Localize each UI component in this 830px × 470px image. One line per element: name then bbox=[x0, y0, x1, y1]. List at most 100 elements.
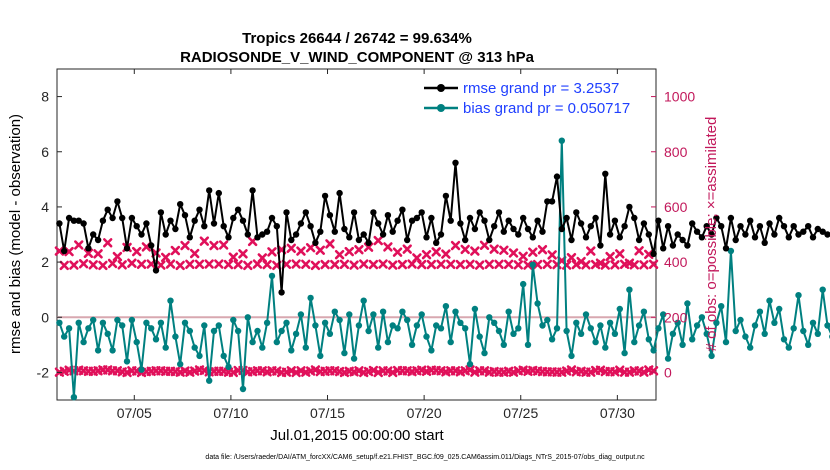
x-axis-label: Jul.01,2015 00:00:00 start bbox=[270, 427, 444, 444]
obs_possible-point bbox=[78, 259, 89, 269]
bias-point bbox=[722, 338, 730, 346]
rmse-point bbox=[148, 242, 155, 249]
bias-point bbox=[404, 316, 411, 324]
bias-point bbox=[732, 327, 739, 335]
bias-point bbox=[321, 319, 329, 326]
rmse-point bbox=[331, 228, 338, 235]
bias-point bbox=[795, 292, 802, 299]
obs_possible-point bbox=[54, 246, 65, 256]
obs_possible-point bbox=[532, 259, 543, 270]
rmse-point bbox=[123, 245, 131, 252]
bias-point bbox=[394, 325, 401, 332]
bias-point bbox=[534, 300, 541, 307]
bias-point bbox=[423, 333, 430, 340]
bias-point bbox=[548, 336, 556, 343]
obs_possible-point bbox=[305, 243, 316, 253]
rmse-point bbox=[698, 234, 706, 241]
rmse-point bbox=[611, 217, 619, 224]
bias-point bbox=[428, 347, 435, 354]
rmse-point bbox=[360, 231, 367, 238]
rmse-point bbox=[447, 217, 454, 224]
rmse-point bbox=[558, 225, 565, 233]
rmse-point bbox=[732, 236, 739, 244]
obs_possible-point bbox=[605, 251, 615, 262]
x-tick-label: 07/05 bbox=[117, 405, 152, 421]
obs_possible-point bbox=[460, 244, 470, 255]
rmse-point bbox=[408, 217, 416, 224]
rmse-point bbox=[370, 209, 377, 216]
bias-point bbox=[698, 314, 706, 321]
obs_possible-point bbox=[600, 260, 610, 270]
bias-point bbox=[558, 137, 565, 144]
bias-point bbox=[520, 280, 527, 288]
rmse-point bbox=[263, 228, 271, 235]
bias-point bbox=[375, 344, 382, 351]
bias-point bbox=[268, 272, 276, 280]
obs_possible-point bbox=[165, 259, 176, 269]
bias-point bbox=[805, 341, 812, 348]
bias-point bbox=[602, 344, 609, 351]
bias-point bbox=[244, 314, 251, 321]
rmse-point bbox=[80, 220, 87, 227]
bias-point bbox=[462, 325, 469, 332]
bias-point bbox=[568, 352, 575, 360]
obs_possible-point bbox=[286, 243, 296, 253]
rmse-point bbox=[283, 209, 290, 216]
obs_possible-point bbox=[639, 260, 649, 270]
obs_possible-point bbox=[59, 260, 69, 271]
bias-point bbox=[157, 319, 165, 326]
bias-point bbox=[747, 344, 754, 351]
legend: rmse grand pr = 3.2537 bias grand pr = 0… bbox=[424, 80, 630, 117]
bias-point bbox=[780, 336, 788, 343]
obs_possible-point bbox=[537, 244, 548, 255]
obs_possible-point bbox=[185, 259, 195, 269]
obs_possible-point bbox=[93, 249, 103, 259]
rmse-point bbox=[138, 231, 145, 238]
y-tick-label-right: 400 bbox=[664, 254, 688, 270]
rmse-point bbox=[292, 231, 300, 238]
rmse-point bbox=[486, 236, 493, 244]
bias-point bbox=[152, 336, 160, 343]
rmse-point bbox=[529, 234, 536, 241]
rmse-point bbox=[109, 214, 116, 222]
obs_possible-point bbox=[426, 259, 437, 270]
bias-point bbox=[56, 319, 63, 326]
obs_possible-point bbox=[445, 259, 456, 269]
obs_possible-point bbox=[180, 240, 190, 251]
rmse-point bbox=[259, 231, 266, 238]
bias-point bbox=[640, 308, 648, 315]
obs_possible-point bbox=[513, 260, 524, 270]
bias-point bbox=[790, 325, 797, 332]
obs_possible-point bbox=[402, 244, 412, 254]
rmse-point bbox=[524, 225, 532, 233]
obs_possible-point bbox=[465, 259, 475, 269]
bias-point bbox=[437, 325, 445, 332]
bias-point bbox=[148, 325, 155, 332]
rmse-point bbox=[645, 231, 652, 238]
rmse-point bbox=[317, 228, 324, 235]
y-tick-label-right: 1000 bbox=[664, 89, 695, 105]
rmse-point bbox=[727, 214, 735, 222]
bias-point bbox=[346, 311, 353, 318]
bias-point bbox=[128, 316, 136, 324]
obs_possible-point bbox=[450, 240, 461, 251]
rmse-point bbox=[384, 212, 392, 219]
legend-rmse-marker bbox=[437, 84, 445, 92]
rmse-point bbox=[181, 212, 189, 219]
bias-point bbox=[220, 352, 227, 360]
rmse-point bbox=[631, 214, 638, 222]
obs_possible-point bbox=[117, 260, 127, 270]
rmse-point bbox=[597, 242, 604, 249]
bias-point bbox=[674, 319, 681, 326]
bias-point bbox=[655, 325, 662, 332]
bias-point bbox=[631, 338, 638, 346]
bias-point bbox=[94, 347, 102, 354]
rmse-point bbox=[288, 236, 295, 244]
rmse-point bbox=[457, 220, 464, 227]
bias-point bbox=[587, 325, 594, 332]
rmse-point bbox=[157, 209, 165, 216]
bias-point bbox=[495, 327, 503, 335]
obs_possible-point bbox=[98, 260, 108, 271]
rmse-point bbox=[162, 231, 169, 238]
rmse-point bbox=[442, 192, 450, 200]
